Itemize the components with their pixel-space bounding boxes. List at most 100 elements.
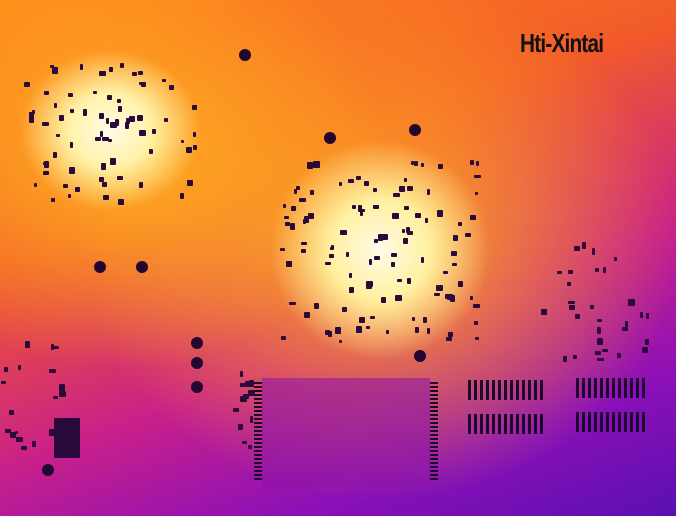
smd-pad (44, 161, 50, 169)
smd-pad (540, 309, 547, 315)
smd-pad (448, 331, 453, 337)
smd-pad (451, 250, 458, 256)
smd-pad (328, 253, 334, 258)
smd-pad (573, 245, 580, 251)
bga-chip (262, 378, 430, 488)
smd-pad (125, 121, 129, 129)
smd-pad (24, 81, 31, 88)
via-hole (409, 124, 421, 136)
smd-pad (597, 327, 602, 334)
smd-pad (442, 270, 449, 274)
smd-pad (355, 326, 362, 333)
smd-pad (601, 348, 609, 352)
smd-pad (58, 115, 65, 122)
smd-pad (283, 215, 290, 219)
smd-pad (232, 408, 239, 413)
smd-pad (249, 416, 253, 423)
smd-pad (21, 445, 27, 450)
smd-pad (359, 211, 363, 216)
smd-pad (280, 336, 287, 341)
smd-pad (313, 160, 320, 168)
smd-pad (306, 162, 313, 169)
smd-pad (402, 229, 406, 233)
smd-pad (414, 213, 421, 218)
smd-pad (9, 411, 13, 416)
smd-pad (98, 177, 104, 183)
chip-pins-left (254, 380, 262, 480)
smd-pad (53, 395, 58, 400)
smd-pad (437, 210, 443, 217)
smd-pad (345, 251, 349, 258)
smd-pad (436, 284, 440, 291)
smd-pad (16, 436, 23, 442)
smd-pad (68, 193, 72, 199)
smd-pad (366, 280, 374, 288)
smd-pad (56, 133, 61, 137)
smd-pad (282, 204, 287, 209)
smd-pad (356, 176, 362, 181)
smd-pad (151, 128, 156, 135)
via-hole (42, 464, 54, 476)
smd-pad (299, 198, 306, 202)
via-hole (136, 261, 148, 273)
memory-pins-2 (468, 414, 544, 434)
smd-pad (138, 181, 143, 189)
smd-pad (99, 112, 105, 120)
smd-pad (363, 180, 370, 187)
smd-pad (434, 292, 441, 297)
smd-pad (365, 325, 370, 330)
smd-pad (191, 105, 197, 111)
smd-pad (53, 345, 59, 350)
smd-pad (329, 246, 333, 251)
smd-pad (32, 441, 37, 447)
smd-pad (300, 241, 307, 245)
smd-pad (239, 370, 244, 378)
smd-pad (420, 256, 425, 263)
smd-pad (102, 182, 108, 187)
smd-pad (69, 109, 74, 113)
smd-pad (126, 117, 131, 124)
smd-pad (58, 384, 65, 391)
smd-pad (568, 305, 575, 311)
smd-pad (118, 106, 123, 113)
smd-pad (53, 102, 57, 108)
smd-pad (118, 198, 124, 205)
smd-pad (475, 160, 480, 167)
smd-pad (335, 327, 341, 335)
smd-pad (116, 176, 124, 180)
smd-pad (597, 318, 603, 323)
smd-pad (162, 79, 166, 83)
smd-pad (102, 137, 109, 141)
smd-pad (392, 213, 399, 220)
smd-pad (470, 296, 474, 301)
smd-pad (4, 366, 8, 372)
smd-pad (164, 117, 168, 122)
smd-pad (95, 137, 102, 142)
smd-pad (110, 122, 117, 129)
smd-pad (566, 282, 571, 287)
smd-pad (426, 188, 431, 196)
smd-pad (403, 237, 408, 245)
smd-pad (385, 329, 389, 335)
smd-pad (49, 369, 56, 373)
smd-pad (469, 160, 475, 165)
smd-pad (50, 197, 56, 202)
smd-pad (139, 129, 146, 136)
smd-pad (352, 205, 357, 209)
smd-pad (338, 182, 343, 186)
smd-pad (301, 249, 307, 254)
smd-pad (556, 270, 563, 275)
smd-pad (5, 429, 12, 433)
smd-pad (137, 114, 144, 121)
smd-pad (381, 234, 389, 241)
smd-pad (67, 93, 74, 97)
smd-pad (285, 261, 292, 268)
smd-pad (581, 242, 586, 249)
smd-pad (614, 257, 618, 261)
via-hole (191, 357, 203, 369)
smd-pad (116, 99, 121, 103)
smd-pad (595, 267, 599, 273)
smd-pad (404, 205, 410, 210)
smd-pad (149, 149, 154, 154)
